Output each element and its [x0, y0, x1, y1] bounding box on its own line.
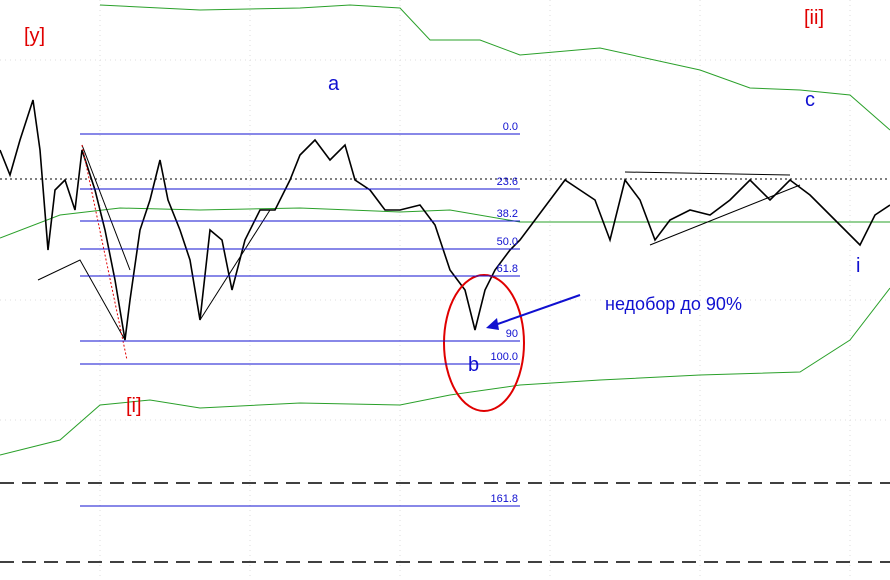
fib-label: 161.8: [490, 493, 518, 505]
fibonacci: 0.0 23.6 38.2 50.0 61.8 90 100.0 161.8: [80, 121, 520, 507]
red-dotted-line: [81, 144, 128, 361]
annotation: недобор до 90%: [605, 294, 742, 314]
wave-label: b: [468, 354, 479, 376]
wave-label: a: [328, 73, 340, 95]
bollinger-bands: [0, 4, 890, 456]
wave-label: [y]: [24, 25, 45, 47]
fib-label: 61.8: [497, 263, 518, 275]
arrow-head: [486, 318, 499, 330]
fib-label: 0.0: [503, 121, 518, 133]
price-bars: [0, 99, 890, 341]
fib-label: 100.0: [490, 351, 518, 363]
wave-label: [i]: [126, 395, 142, 417]
fib-label: 23.6: [497, 176, 518, 188]
wave-label: i: [856, 255, 860, 277]
wave-label: c: [805, 89, 815, 111]
highlight-ellipse: [443, 274, 525, 412]
fib-label: 38.2: [497, 208, 518, 220]
fib-label: 90: [506, 328, 518, 340]
arrow: [491, 294, 581, 327]
fib-label: 50.0: [497, 236, 518, 248]
wave-label: [ii]: [804, 7, 824, 29]
